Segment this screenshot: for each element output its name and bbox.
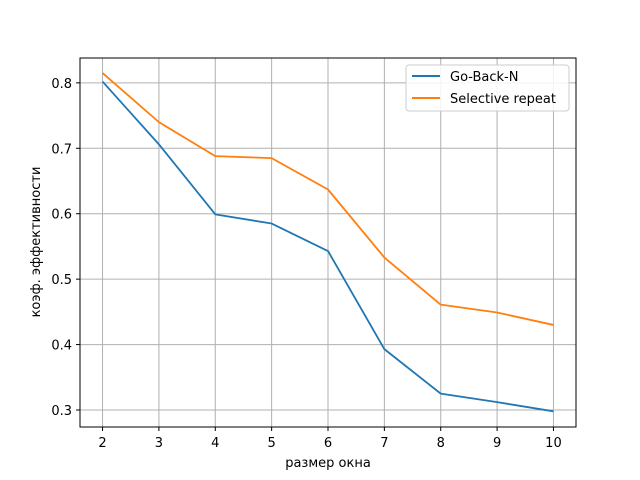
- grid-lines: [80, 58, 576, 427]
- legend: Go-Back-N Selective repeat: [405, 64, 570, 112]
- x-axis-label: размер окна: [285, 456, 371, 471]
- y-axis-ticks: 0.3 0.4 0.5 0.6 0.7 0.8: [51, 77, 80, 419]
- series-line-go-back-n: [101, 80, 554, 413]
- y-tick-label: 0.3: [51, 404, 72, 419]
- x-tick-label: 4: [211, 436, 219, 451]
- x-tick-label: 5: [267, 436, 275, 451]
- x-tick-label: 9: [493, 436, 501, 451]
- x-tick-label: 2: [98, 436, 106, 451]
- x-tick-label: 10: [545, 436, 562, 451]
- y-tick-label: 0.6: [51, 208, 72, 223]
- series-line-selective-repeat: [101, 72, 554, 326]
- series-layer: [101, 72, 554, 413]
- x-tick-label: 7: [380, 436, 388, 451]
- y-tick-label: 0.5: [51, 273, 72, 288]
- legend-label-go-back-n: Go-Back-N: [450, 70, 518, 85]
- x-tick-label: 8: [437, 436, 445, 451]
- legend-box: [405, 64, 570, 112]
- y-tick-label: 0.7: [51, 142, 72, 157]
- y-axis-label: коэф. эффективности: [29, 167, 44, 318]
- y-tick-label: 0.8: [51, 77, 72, 92]
- legend-label-selective-repeat: Selective repeat: [450, 92, 556, 107]
- y-tick-label: 0.4: [51, 339, 72, 354]
- x-tick-label: 6: [324, 436, 332, 451]
- x-tick-label: 3: [155, 436, 163, 451]
- x-axis-ticks: 2 3 4 5 6 7 8 9 10: [98, 427, 562, 451]
